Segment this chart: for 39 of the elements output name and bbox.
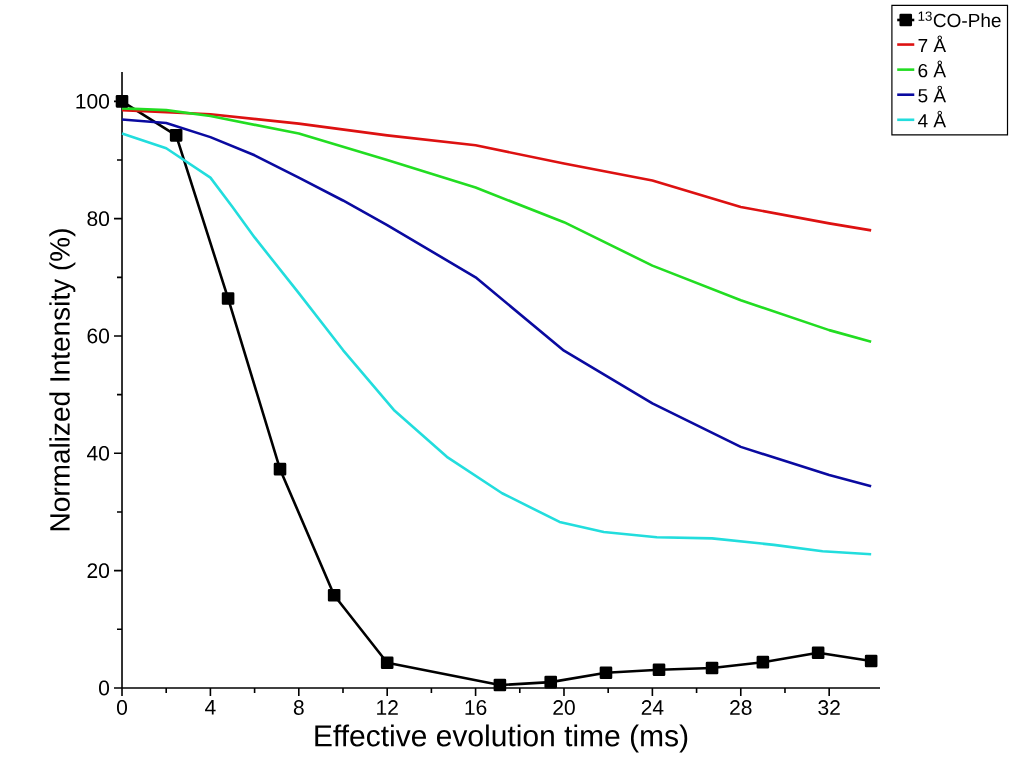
x-axis-title: Effective evolution time (ms): [315, 724, 688, 753]
x-tick-label: 0: [116, 700, 128, 715]
x-tick-label: 28: [730, 700, 752, 715]
y-axis-title: Normalized Intensity (%): [49, 229, 76, 531]
x-tick-label: 4: [205, 700, 216, 715]
x-tick-label: 32: [818, 700, 840, 715]
point: [864, 654, 878, 668]
y-tick-label: 60: [87, 328, 110, 344]
y-tick-label: 0: [99, 680, 110, 696]
point: [811, 646, 825, 660]
point: [273, 462, 287, 476]
y-tick-label: 100: [76, 93, 110, 109]
point: [756, 655, 770, 669]
y-tick-label: 20: [87, 563, 110, 579]
line-series: [120, 118, 873, 488]
x-tick-label: 20: [553, 700, 575, 715]
point: [544, 675, 558, 689]
y-tick-label: 80: [87, 211, 110, 227]
line-series: [120, 108, 873, 232]
x-tick-label: 8: [293, 700, 304, 715]
point: [169, 129, 183, 142]
legend-label: 5 Å: [918, 85, 947, 103]
legend-label: 6 Å: [918, 60, 947, 78]
point: [221, 292, 235, 305]
legend-label: $^{13}$CO-Phe: [918, 11, 1001, 28]
y-tick-label: 40: [87, 445, 110, 461]
point: [705, 661, 719, 675]
x-tick-label: 12: [377, 700, 398, 715]
point: [380, 656, 394, 670]
point: [115, 95, 129, 108]
point: [327, 588, 341, 602]
legend-label: 4 Å: [918, 110, 947, 128]
point: [652, 663, 666, 677]
x-tick-label: 24: [641, 700, 664, 715]
point: [493, 678, 507, 692]
legend-label: 7 Å: [918, 35, 947, 53]
point: [599, 666, 613, 680]
line-series: [120, 132, 873, 556]
x-tick-label: 16: [465, 700, 487, 715]
